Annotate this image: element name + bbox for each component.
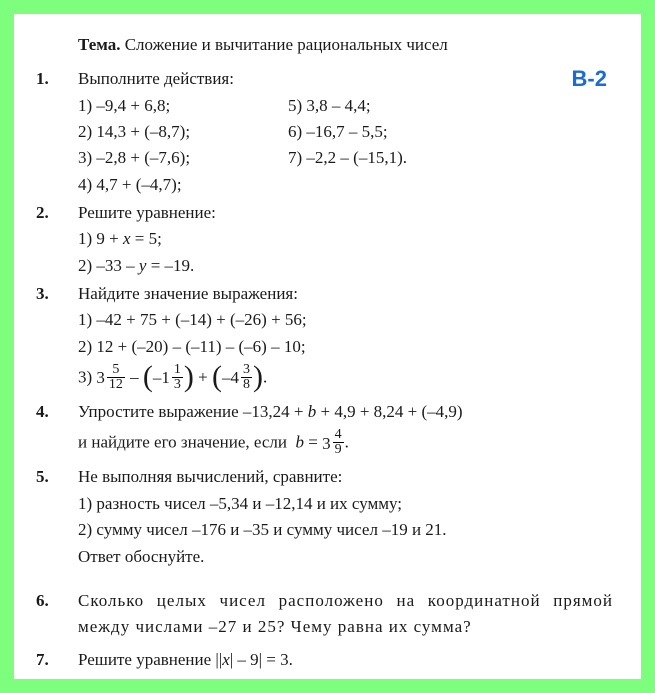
task-number: 7. [36,647,78,673]
operator: + [194,368,212,387]
expr: 7) –2,2 – (–15,1). [288,145,613,171]
task-number: 6. [36,588,78,641]
equation: 2) –33 – y = –19. [78,253,613,279]
task-6: 6. Сколько целых чисел расположено на ко… [36,588,613,641]
expr: 1) –9,4 + 6,8; [78,93,288,119]
paren-group: (–113) [143,364,194,393]
task-title: Не выполняя вычислений, сравните: [78,464,613,490]
suffix: . [345,433,349,452]
expr: 3) –2,8 + (–7,6); [78,145,288,171]
column-left: 1) –9,4 + 6,8; 2) 14,3 + (–8,7); 3) –2,8… [78,93,288,198]
task-body: Сколько целых чисел расположено на коорд… [78,588,613,641]
mixed-number: 349 [322,429,345,458]
expr: 4) 4,7 + (–4,7); [78,172,288,198]
column-right: 5) 3,8 – 4,4; 6) –16,7 – 5,5; 7) –2,2 – … [288,93,613,198]
task-number: 1. [36,66,78,198]
expr: 2) 14,3 + (–8,7); [78,119,288,145]
task-4: 4. Упростите выражение –13,24 + b + 4,9 … [36,399,613,458]
task-3: 3. Найдите значение выражения: 1) –42 + … [36,281,613,393]
task-title: Найдите значение выражения: [78,281,613,307]
task-body: Найдите значение выражения: 1) –42 + 75 … [78,281,613,393]
columns: 1) –9,4 + 6,8; 2) 14,3 + (–8,7); 3) –2,8… [78,93,613,198]
line: 1) разность чисел –5,34 и –12,14 и их су… [78,491,613,517]
task-number: 3. [36,281,78,393]
task-number: 5. [36,464,78,569]
equation: 1) 9 + x = 5; [78,226,613,252]
task-number: 4. [36,399,78,458]
mixed-number: 438 [231,364,254,393]
expr: 5) 3,8 – 4,4; [288,93,613,119]
mixed-number: 3512 [96,364,126,393]
task-body: Решите уравнение: 1) 9 + x = 5; 2) –33 –… [78,200,613,279]
topic-text: Сложение и вычитание рациональных чисел [125,35,448,54]
expr-fraction-line: 3) 3512 – (–113) + (–438). [78,364,613,393]
line: 2) сумму чисел –176 и –35 и сумму чисел … [78,517,613,543]
task-5: 5. Не выполняя вычислений, сравните: 1) … [36,464,613,569]
task-body: Не выполняя вычислений, сравните: 1) раз… [78,464,613,569]
topic-label: Тема. [78,35,120,54]
expr: 1) –42 + 75 + (–14) + (–26) + 56; [78,307,613,333]
task-body: Выполните действия: 1) –9,4 + 6,8; 2) 14… [78,66,613,198]
topic-line: Тема. Сложение и вычитание рациональных … [78,32,613,58]
worksheet-page: Тема. Сложение и вычитание рациональных … [14,14,641,679]
expr: 2) 12 + (–20) – (–11) – (–6) – 10; [78,334,613,360]
mixed-number: 113 [161,364,184,393]
sign: – [222,365,231,391]
paren-group: (–438) [212,364,263,393]
line: и найдите его значение, если b = 349. [78,429,613,458]
variant-badge: В-2 [572,62,607,96]
task-body: Решите уравнение ||x| – 9| = 3. [78,647,613,673]
expr: 6) –16,7 – 5,5; [288,119,613,145]
task-1: 1. Выполните действия: 1) –9,4 + 6,8; 2)… [36,66,613,198]
line: Упростите выражение –13,24 + b + 4,9 + 8… [78,399,613,425]
expr-suffix: . [263,368,267,387]
expr-prefix: 3) [78,368,96,387]
sign: – [153,365,162,391]
task-title: Решите уравнение: [78,200,613,226]
task-number: 2. [36,200,78,279]
task-body: Упростите выражение –13,24 + b + 4,9 + 8… [78,399,613,458]
task-title: Выполните действия: [78,66,613,92]
operator: – [126,368,143,387]
line: Ответ обоснуйте. [78,544,613,570]
task-2: 2. Решите уравнение: 1) 9 + x = 5; 2) –3… [36,200,613,279]
task-7: 7. Решите уравнение ||x| – 9| = 3. [36,647,613,673]
